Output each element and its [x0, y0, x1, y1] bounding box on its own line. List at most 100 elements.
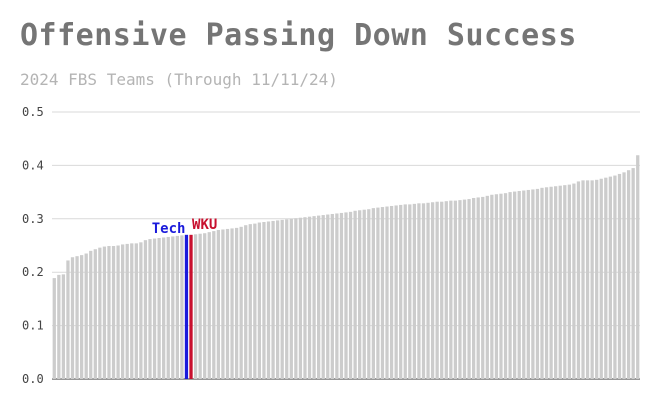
- bar: [289, 218, 293, 379]
- bar: [89, 250, 93, 379]
- bar: [485, 195, 489, 379]
- bar: [121, 244, 125, 379]
- bar: [84, 253, 88, 379]
- bar: [102, 246, 107, 379]
- bar: [526, 189, 530, 379]
- bar: [403, 204, 407, 379]
- bars: [52, 155, 640, 379]
- bar: [285, 219, 289, 379]
- bar: [70, 257, 75, 379]
- bar: [549, 186, 553, 379]
- bar: [585, 180, 590, 379]
- bar: [535, 188, 540, 379]
- bar: [622, 172, 626, 379]
- bar: [180, 235, 184, 379]
- bar: [148, 239, 152, 379]
- chart-subtitle: 2024 FBS Teams (Through 11/11/24): [20, 70, 338, 89]
- bar: [335, 213, 339, 379]
- bar: [348, 211, 353, 379]
- bar: [303, 217, 307, 379]
- bar: [576, 181, 581, 379]
- bar: [408, 204, 412, 379]
- bar: [248, 224, 252, 379]
- bar: [75, 256, 79, 379]
- bar: [79, 255, 84, 379]
- bar: [61, 274, 66, 379]
- bar: [212, 231, 216, 379]
- bar: [440, 201, 444, 379]
- y-axis: 0.0 0.1 0.2 0.3 0.4 0.5: [22, 105, 44, 386]
- bar: [544, 187, 549, 379]
- bar: [599, 178, 603, 379]
- bar: [421, 203, 426, 379]
- y-tick-label: 0.5: [22, 105, 44, 119]
- bar: [175, 235, 179, 379]
- bar: [130, 243, 134, 379]
- bar: [93, 249, 97, 379]
- bar: [253, 223, 257, 379]
- bar: [166, 236, 170, 379]
- bar: [157, 238, 161, 379]
- bar: [613, 175, 617, 379]
- bar: [435, 201, 439, 379]
- bar: [417, 203, 421, 379]
- bar: [111, 246, 116, 379]
- bar: [116, 245, 120, 379]
- bar: [590, 180, 594, 379]
- bar: [66, 260, 70, 379]
- bar: [608, 176, 613, 379]
- bar: [494, 194, 499, 379]
- bar: [203, 233, 207, 379]
- bar: [230, 228, 234, 379]
- bar: [143, 240, 148, 379]
- bar: [522, 190, 526, 379]
- y-tick-label: 0.4: [22, 158, 44, 172]
- bar: [239, 226, 243, 379]
- bar: [271, 220, 275, 379]
- bar: [298, 217, 303, 379]
- bar: [326, 214, 330, 379]
- bar: [449, 200, 453, 379]
- bar: [517, 191, 521, 379]
- bar: [125, 243, 129, 379]
- bar: [52, 278, 56, 379]
- bar: [462, 199, 467, 379]
- bar: [444, 201, 448, 379]
- bar-wku: [189, 234, 193, 379]
- bar: [216, 230, 221, 379]
- bar: [476, 197, 480, 379]
- bar: [376, 207, 380, 379]
- bar: [262, 222, 266, 379]
- bar: [563, 185, 567, 379]
- bar: [412, 203, 417, 379]
- bar: [362, 209, 366, 379]
- bar-tech: [184, 234, 189, 379]
- bar: [134, 243, 138, 379]
- bar: [193, 234, 198, 379]
- bar: [604, 177, 608, 379]
- bar: [481, 196, 485, 379]
- y-tick-label: 0.3: [22, 212, 44, 226]
- y-tick-label: 0.2: [22, 265, 44, 279]
- y-tick-label: 0.1: [22, 319, 44, 333]
- bar: [531, 189, 535, 379]
- bar: [626, 170, 631, 379]
- bar: [567, 184, 571, 379]
- bar: [490, 194, 494, 379]
- bar: [339, 212, 344, 379]
- bar: [353, 210, 357, 379]
- bar: [458, 200, 462, 379]
- annotations: Tech WKU: [152, 217, 218, 237]
- bar: [380, 207, 385, 379]
- bar: [453, 200, 458, 379]
- bar: [162, 237, 166, 379]
- bar: [426, 202, 430, 379]
- bar: [244, 225, 248, 379]
- bar: [171, 236, 175, 379]
- bar: [513, 191, 517, 379]
- bar: [595, 179, 599, 379]
- bar: [499, 193, 503, 379]
- bar: [234, 227, 239, 379]
- bar: [358, 210, 362, 379]
